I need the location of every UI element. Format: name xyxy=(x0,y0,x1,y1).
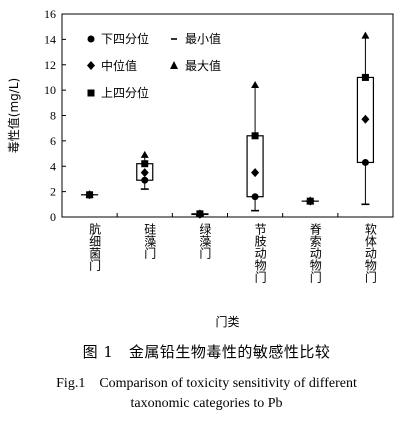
box-body xyxy=(246,135,264,198)
q1-marker xyxy=(141,176,149,184)
x-tick-label: 软体动物门 xyxy=(363,223,377,283)
y-tick-label: 4 xyxy=(50,159,56,173)
box-4 xyxy=(301,196,319,206)
legend-max-label: 最大值 xyxy=(185,58,221,73)
box-3 xyxy=(246,81,264,212)
axis-labels: 肮细菌门 硅藻门 绿藻门 节肢动物门 脊索动物门 软体动物门 毒性值(mg/L) 门类 xyxy=(6,78,377,329)
q3-marker xyxy=(361,73,369,81)
axes: 0 2 4 6 8 10 12 14 16 xyxy=(44,7,394,224)
legend-median-label: 中位值 xyxy=(101,58,137,73)
max-marker xyxy=(140,150,149,158)
max-marker xyxy=(251,81,260,89)
y-tick-label: 10 xyxy=(44,83,56,97)
q3-marker xyxy=(251,132,259,140)
median-marker xyxy=(195,209,204,219)
x-tick-label: 节肢动物门 xyxy=(253,223,267,283)
y-tick-label: 14 xyxy=(44,32,56,46)
median-marker xyxy=(251,168,260,178)
y-tick-label: 8 xyxy=(50,109,56,123)
box-1 xyxy=(136,150,154,190)
y-tick-label: 6 xyxy=(50,134,56,148)
max-marker xyxy=(361,31,370,39)
q1-marker xyxy=(361,158,369,166)
legend-min-label: 最小值 xyxy=(185,31,221,46)
caption-chinese: 图 1 金属铅生物毒性的敏感性比较 xyxy=(82,343,331,361)
y-axis-label: 毒性值(mg/L) xyxy=(6,78,21,153)
legend-max-marker xyxy=(170,61,178,69)
x-tick-label: 脊索动物门 xyxy=(308,223,322,283)
legend-q1-marker xyxy=(87,35,95,43)
median-marker xyxy=(361,114,370,124)
y-tick-label: 0 xyxy=(50,210,56,224)
q1-marker xyxy=(251,193,259,201)
q3-marker xyxy=(141,160,149,168)
boxes xyxy=(80,31,375,219)
caption-english-line2: taxonomic categories to Pb xyxy=(130,396,283,411)
x-tick-label: 肮细菌门 xyxy=(88,222,102,271)
y-tick-label: 16 xyxy=(44,7,56,21)
legend-q1-label: 下四分位 xyxy=(101,31,149,46)
legend-median-marker xyxy=(87,61,95,70)
median-marker xyxy=(306,196,315,206)
legend-q3-label: 上四分位 xyxy=(101,85,149,100)
legend-q3-marker xyxy=(87,89,95,97)
caption-english-line1: Fig.1 Comparison of toxicity sensitivity… xyxy=(56,376,357,391)
median-marker xyxy=(140,168,149,178)
x-axis-label: 门类 xyxy=(215,314,239,329)
box-5 xyxy=(356,31,375,206)
box-2 xyxy=(191,209,209,219)
x-tick-label: 硅藻门 xyxy=(143,223,157,259)
y-tick-label: 12 xyxy=(44,58,56,72)
x-tick-label: 绿藻门 xyxy=(198,222,212,259)
median-marker xyxy=(85,190,94,200)
box-0 xyxy=(80,190,99,200)
y-tick-label: 2 xyxy=(50,185,56,199)
